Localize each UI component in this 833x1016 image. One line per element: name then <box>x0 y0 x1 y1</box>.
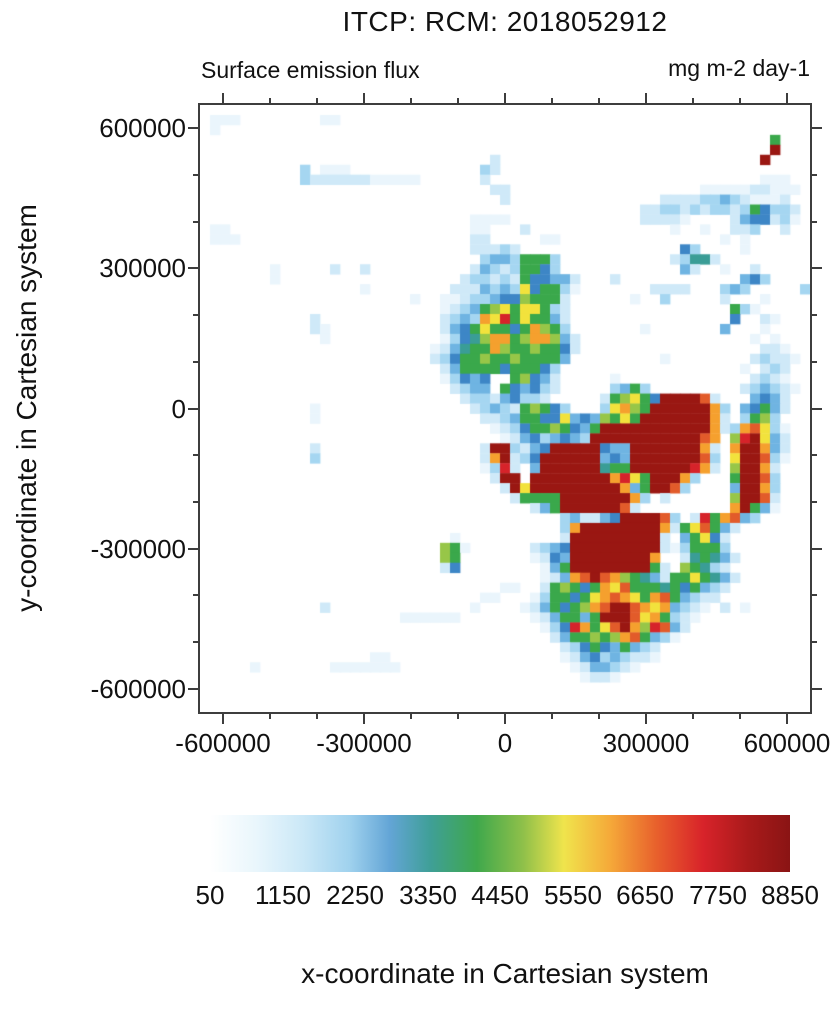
minor-tick <box>810 454 817 456</box>
minor-tick <box>316 98 318 105</box>
y-tick-label: 0 <box>171 394 186 424</box>
y-axis-label: y-coordinate in Cartesian system <box>11 204 42 612</box>
major-tick <box>786 93 788 105</box>
chart-title: ITCP: RCM: 2018052912 <box>342 6 668 37</box>
minor-tick <box>193 361 200 363</box>
minor-tick <box>551 98 553 105</box>
major-tick <box>810 548 822 550</box>
minor-tick <box>692 712 694 719</box>
units-label: mg m-2 day-1 <box>668 55 810 81</box>
major-tick <box>810 408 822 410</box>
minor-tick <box>551 712 553 719</box>
major-tick <box>786 712 788 724</box>
major-tick <box>188 267 200 269</box>
minor-tick <box>810 221 817 223</box>
major-tick <box>645 712 647 724</box>
minor-tick <box>193 641 200 643</box>
colorbar-tick-label: 1150 <box>255 880 311 910</box>
colorbar <box>210 815 790 872</box>
minor-tick <box>739 98 741 105</box>
minor-tick <box>810 174 817 176</box>
colorbar-tick-label: 2250 <box>326 880 384 910</box>
major-tick <box>188 548 200 550</box>
minor-tick <box>810 501 817 503</box>
x-tick-label: 300000 <box>602 728 690 758</box>
major-tick <box>504 93 506 105</box>
minor-tick <box>193 454 200 456</box>
colorbar-tick-label: 6650 <box>616 880 674 910</box>
y-tick-label: 600000 <box>99 113 186 143</box>
minor-tick <box>692 98 694 105</box>
minor-tick <box>193 174 200 176</box>
heatmap-canvas <box>200 105 810 712</box>
colorbar-tick-label: 3350 <box>399 880 457 910</box>
major-tick <box>363 93 365 105</box>
minor-tick <box>739 712 741 719</box>
major-tick <box>188 127 200 129</box>
minor-tick <box>810 641 817 643</box>
major-tick <box>504 712 506 724</box>
y-tick-label: 300000 <box>99 253 186 283</box>
minor-tick <box>810 594 817 596</box>
x-tick-label: 600000 <box>743 728 831 758</box>
colorbar-tick-label: 8850 <box>761 880 819 910</box>
x-tick-label: -600000 <box>175 728 271 758</box>
major-tick <box>188 408 200 410</box>
x-tick-label: 0 <box>497 728 513 758</box>
minor-tick <box>810 361 817 363</box>
minor-tick <box>193 594 200 596</box>
minor-tick <box>410 98 412 105</box>
minor-tick <box>598 712 600 719</box>
major-tick <box>363 712 365 724</box>
minor-tick <box>269 712 271 719</box>
minor-tick <box>193 221 200 223</box>
major-tick <box>810 267 822 269</box>
minor-tick <box>410 712 412 719</box>
colorbar-tick-label: 7750 <box>689 880 747 910</box>
major-tick <box>222 712 224 724</box>
colorbar-tick-label: 50 <box>195 880 225 910</box>
major-tick <box>188 688 200 690</box>
x-axis-label: x-coordinate in Cartesian system <box>301 958 709 989</box>
y-tick-label: -300000 <box>90 534 186 564</box>
x-tick-label: -300000 <box>316 728 412 758</box>
colorbar-tick-label: 5550 <box>544 880 602 910</box>
minor-tick <box>193 314 200 316</box>
minor-tick <box>810 314 817 316</box>
y-tick-label: -600000 <box>90 674 186 704</box>
minor-tick <box>316 712 318 719</box>
plot-frame <box>198 103 812 714</box>
minor-tick <box>193 501 200 503</box>
minor-tick <box>269 98 271 105</box>
minor-tick <box>457 98 459 105</box>
major-tick <box>810 127 822 129</box>
major-tick <box>810 688 822 690</box>
major-tick <box>222 93 224 105</box>
colorbar-tick-label: 4450 <box>471 880 529 910</box>
minor-tick <box>598 98 600 105</box>
subtitle-left: Surface emission flux <box>201 57 420 83</box>
major-tick <box>645 93 647 105</box>
minor-tick <box>457 712 459 719</box>
